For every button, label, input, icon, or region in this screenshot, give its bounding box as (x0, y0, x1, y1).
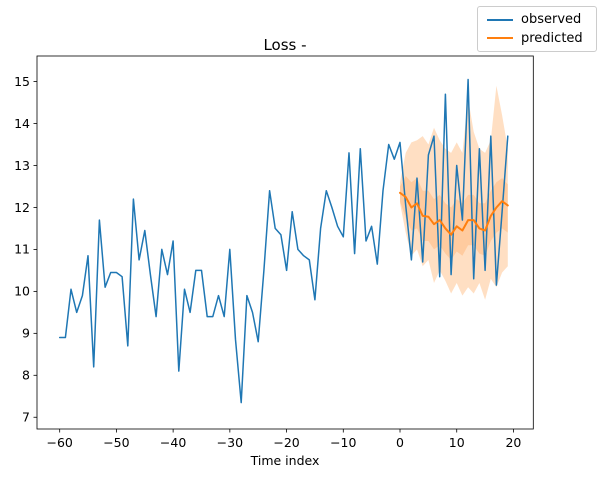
observed-line-swatch (487, 18, 513, 22)
y-tick-label: 12 (14, 200, 30, 215)
plot-area: −60 −50 −40 −30 −20 −10 0 10 20 7 8 9 10 11 12 13 14 15 (14, 55, 534, 450)
predicted-line (399, 191, 509, 236)
confidence-band-outer (400, 85, 508, 300)
chart-title: Loss - (263, 36, 306, 54)
y-tick-label: 7 (22, 410, 30, 425)
y-tick-label: 13 (14, 158, 30, 173)
legend-label-predicted: predicted (521, 30, 583, 46)
axes-frame (36, 55, 534, 430)
x-axis-label: Time index (250, 453, 320, 468)
x-tick-label: −50 (103, 435, 129, 450)
x-tick-label: 10 (449, 435, 465, 450)
x-tick-label: −60 (46, 435, 72, 450)
y-tick-label: 14 (14, 116, 30, 131)
x-tick-label: −20 (273, 435, 299, 450)
y-tick-label: 10 (14, 284, 30, 299)
x-tick-label: 0 (396, 435, 404, 450)
y-tick-label: 11 (14, 242, 30, 257)
legend-label-observed: observed (521, 12, 582, 28)
x-tick-label: −10 (330, 435, 356, 450)
predicted-line-swatch (487, 36, 513, 40)
x-tick-label: −30 (217, 435, 243, 450)
x-tick-label: −40 (160, 435, 186, 450)
legend-item-observed: observed (478, 13, 596, 26)
y-tick-label: 8 (22, 368, 30, 383)
legend: observed predicted (477, 6, 597, 52)
legend-item-predicted: predicted (478, 32, 596, 45)
observed-line (58, 78, 509, 404)
x-tick-label: 20 (505, 435, 521, 450)
y-tick-label: 9 (22, 326, 30, 341)
y-tick-label: 15 (14, 74, 30, 89)
